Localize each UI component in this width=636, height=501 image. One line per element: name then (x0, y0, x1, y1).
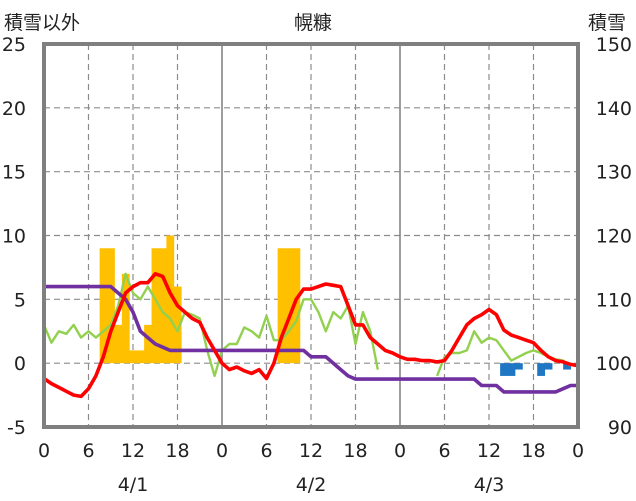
bar (121, 273, 130, 364)
x-tick-label: 18 (165, 440, 189, 462)
lines-layer (42, 272, 579, 399)
bar (99, 248, 108, 364)
x-tick-label: 18 (521, 440, 545, 462)
series-line (42, 272, 379, 378)
right-tick-label: 150 (596, 34, 632, 56)
date-label: 4/2 (296, 474, 327, 496)
bar (129, 350, 138, 364)
chart-title: 幌糠 (294, 12, 333, 34)
bar (507, 363, 516, 376)
bar (563, 363, 571, 370)
x-tick-label: 12 (121, 440, 145, 462)
right-tick-label: 120 (596, 226, 632, 248)
bar (107, 248, 115, 364)
bar (136, 350, 145, 364)
left-tick-label: 15 (2, 162, 26, 184)
plot-frame (42, 42, 580, 429)
right-axis-title: 積雪 (588, 12, 627, 34)
x-tick-label: 6 (82, 440, 94, 462)
grid-layer (44, 44, 578, 427)
bar (500, 363, 508, 376)
right-tick-label: 140 (596, 98, 632, 120)
right-tick-label: 130 (596, 162, 632, 184)
right-tick-label: 110 (596, 289, 632, 311)
date-label: 4/1 (118, 474, 149, 496)
right-tick-label: 100 (596, 353, 632, 375)
bar (166, 235, 175, 364)
bar (292, 248, 301, 364)
bar (173, 286, 182, 364)
date-label: 4/3 (474, 474, 505, 496)
bar (144, 324, 152, 364)
left-tick-label: 5 (14, 289, 26, 311)
x-tick-label: 0 (572, 440, 584, 462)
x-tick-label: 12 (477, 440, 501, 462)
x-tick-label: 12 (299, 440, 323, 462)
left-axis-title: 積雪以外 (4, 12, 81, 34)
left-tick-label: -5 (7, 417, 26, 439)
left-tick-label: 0 (14, 353, 26, 375)
bar (514, 363, 523, 370)
series-line (42, 272, 579, 399)
left-tick-label: 20 (2, 98, 26, 120)
bar (158, 248, 167, 364)
bar (114, 324, 123, 364)
x-tick-label: 0 (394, 440, 406, 462)
x-tick-label: 6 (260, 440, 272, 462)
x-tick-label: 0 (38, 440, 50, 462)
series-line (44, 284, 578, 394)
bar (537, 363, 546, 376)
x-tick-label: 18 (343, 440, 367, 462)
x-tick-label: 6 (438, 440, 450, 462)
bar (151, 248, 160, 364)
left-tick-label: 25 (2, 34, 26, 56)
bar (285, 248, 293, 364)
left-tick-label: 10 (2, 226, 26, 248)
bars-layer (99, 235, 571, 376)
x-tick-label: 0 (216, 440, 228, 462)
bar (544, 363, 553, 370)
bar (277, 248, 286, 364)
right-tick-label: 90 (608, 417, 632, 439)
